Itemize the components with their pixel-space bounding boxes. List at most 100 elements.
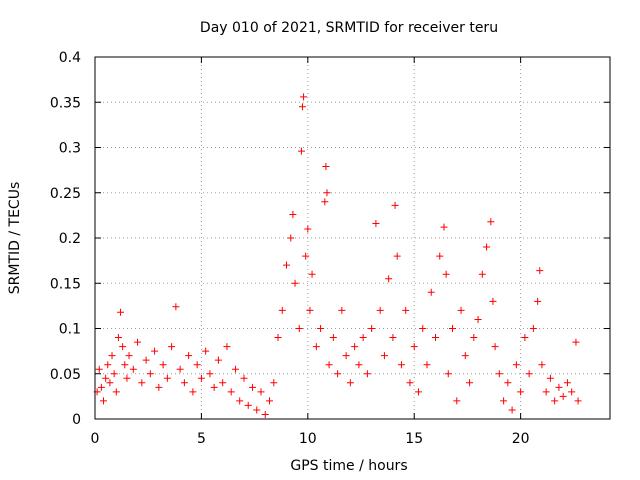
data-point (525, 370, 533, 378)
data-point (351, 343, 359, 351)
data-point (100, 397, 108, 405)
data-point (283, 261, 291, 269)
data-point (431, 334, 439, 342)
data-point (444, 370, 452, 378)
y-tick-label: 0.35 (50, 95, 81, 111)
data-point (440, 223, 448, 231)
data-point (304, 225, 312, 233)
data-point (368, 325, 376, 332)
data-point (322, 163, 330, 171)
data-point (180, 379, 188, 387)
data-point (359, 334, 367, 342)
data-point (125, 352, 133, 360)
y-tick-label: 0.15 (50, 276, 81, 292)
data-point (121, 361, 129, 369)
data-point (346, 379, 354, 387)
data-point (308, 270, 316, 278)
data-point (189, 388, 197, 396)
data-point (266, 397, 274, 405)
data-point (334, 370, 342, 378)
y-tick-label: 0.2 (59, 231, 81, 247)
data-point (302, 252, 310, 260)
data-point (529, 325, 537, 332)
data-point (419, 325, 427, 332)
data-point (142, 356, 150, 364)
plot-frame (94, 56, 611, 420)
data-point (129, 365, 137, 373)
data-point (114, 334, 122, 342)
data-point (385, 275, 393, 283)
data-point (138, 379, 146, 387)
data-point (491, 343, 499, 351)
data-point (474, 315, 482, 323)
x-tick-label: 5 (197, 431, 206, 447)
data-point (185, 352, 193, 360)
y-tick-label: 0.05 (50, 367, 81, 383)
data-point (449, 325, 457, 332)
data-point (117, 308, 125, 316)
data-point (391, 201, 399, 209)
y-tick-label: 0.25 (50, 186, 81, 202)
data-point (317, 325, 325, 332)
data-point (536, 267, 544, 275)
data-point (214, 356, 222, 364)
data-point (442, 270, 450, 278)
data-point (223, 343, 231, 351)
data-point (102, 374, 110, 382)
data-point (461, 352, 469, 360)
data-point (287, 234, 295, 242)
data-point (551, 397, 559, 405)
data-point (274, 334, 282, 342)
data-point (574, 397, 582, 405)
data-point (202, 347, 210, 355)
data-point (210, 383, 218, 391)
data-points (93, 93, 582, 418)
data-point (95, 365, 103, 373)
data-point (380, 352, 388, 360)
y-tick-label: 0 (72, 412, 81, 428)
data-point (508, 406, 516, 414)
data-point (397, 361, 405, 369)
data-point (393, 252, 401, 260)
data-point (176, 365, 184, 373)
data-point (355, 361, 363, 369)
data-point (538, 361, 546, 369)
data-point (278, 306, 286, 314)
data-point (483, 243, 491, 251)
data-point (257, 388, 265, 396)
data-point (410, 343, 418, 351)
data-point (297, 147, 305, 155)
data-point (563, 379, 571, 387)
data-point (495, 370, 503, 378)
data-point (517, 388, 525, 396)
data-point (457, 306, 465, 314)
data-point (219, 379, 227, 387)
y-tick-label: 0.1 (59, 322, 81, 338)
data-point (289, 210, 297, 218)
data-point (414, 388, 422, 396)
data-point (163, 374, 171, 382)
data-point (453, 397, 461, 405)
data-point (110, 370, 118, 378)
data-point (372, 220, 380, 228)
data-point (106, 379, 114, 387)
data-point (227, 388, 235, 396)
data-point (338, 306, 346, 314)
data-point (376, 306, 384, 314)
data-point (568, 388, 576, 396)
data-point (512, 361, 520, 369)
data-point (97, 383, 105, 391)
data-point (534, 297, 542, 305)
data-point (123, 374, 131, 382)
data-point (244, 401, 252, 409)
data-point (270, 379, 278, 387)
x-tick-label: 20 (512, 431, 530, 447)
data-point (112, 388, 120, 396)
data-point (342, 352, 350, 360)
data-point (521, 334, 529, 342)
data-point (363, 370, 371, 378)
y-axis-label: SRMTID / TECUs (7, 182, 23, 295)
data-point (159, 361, 167, 369)
data-point (487, 218, 495, 226)
data-point (108, 352, 116, 360)
